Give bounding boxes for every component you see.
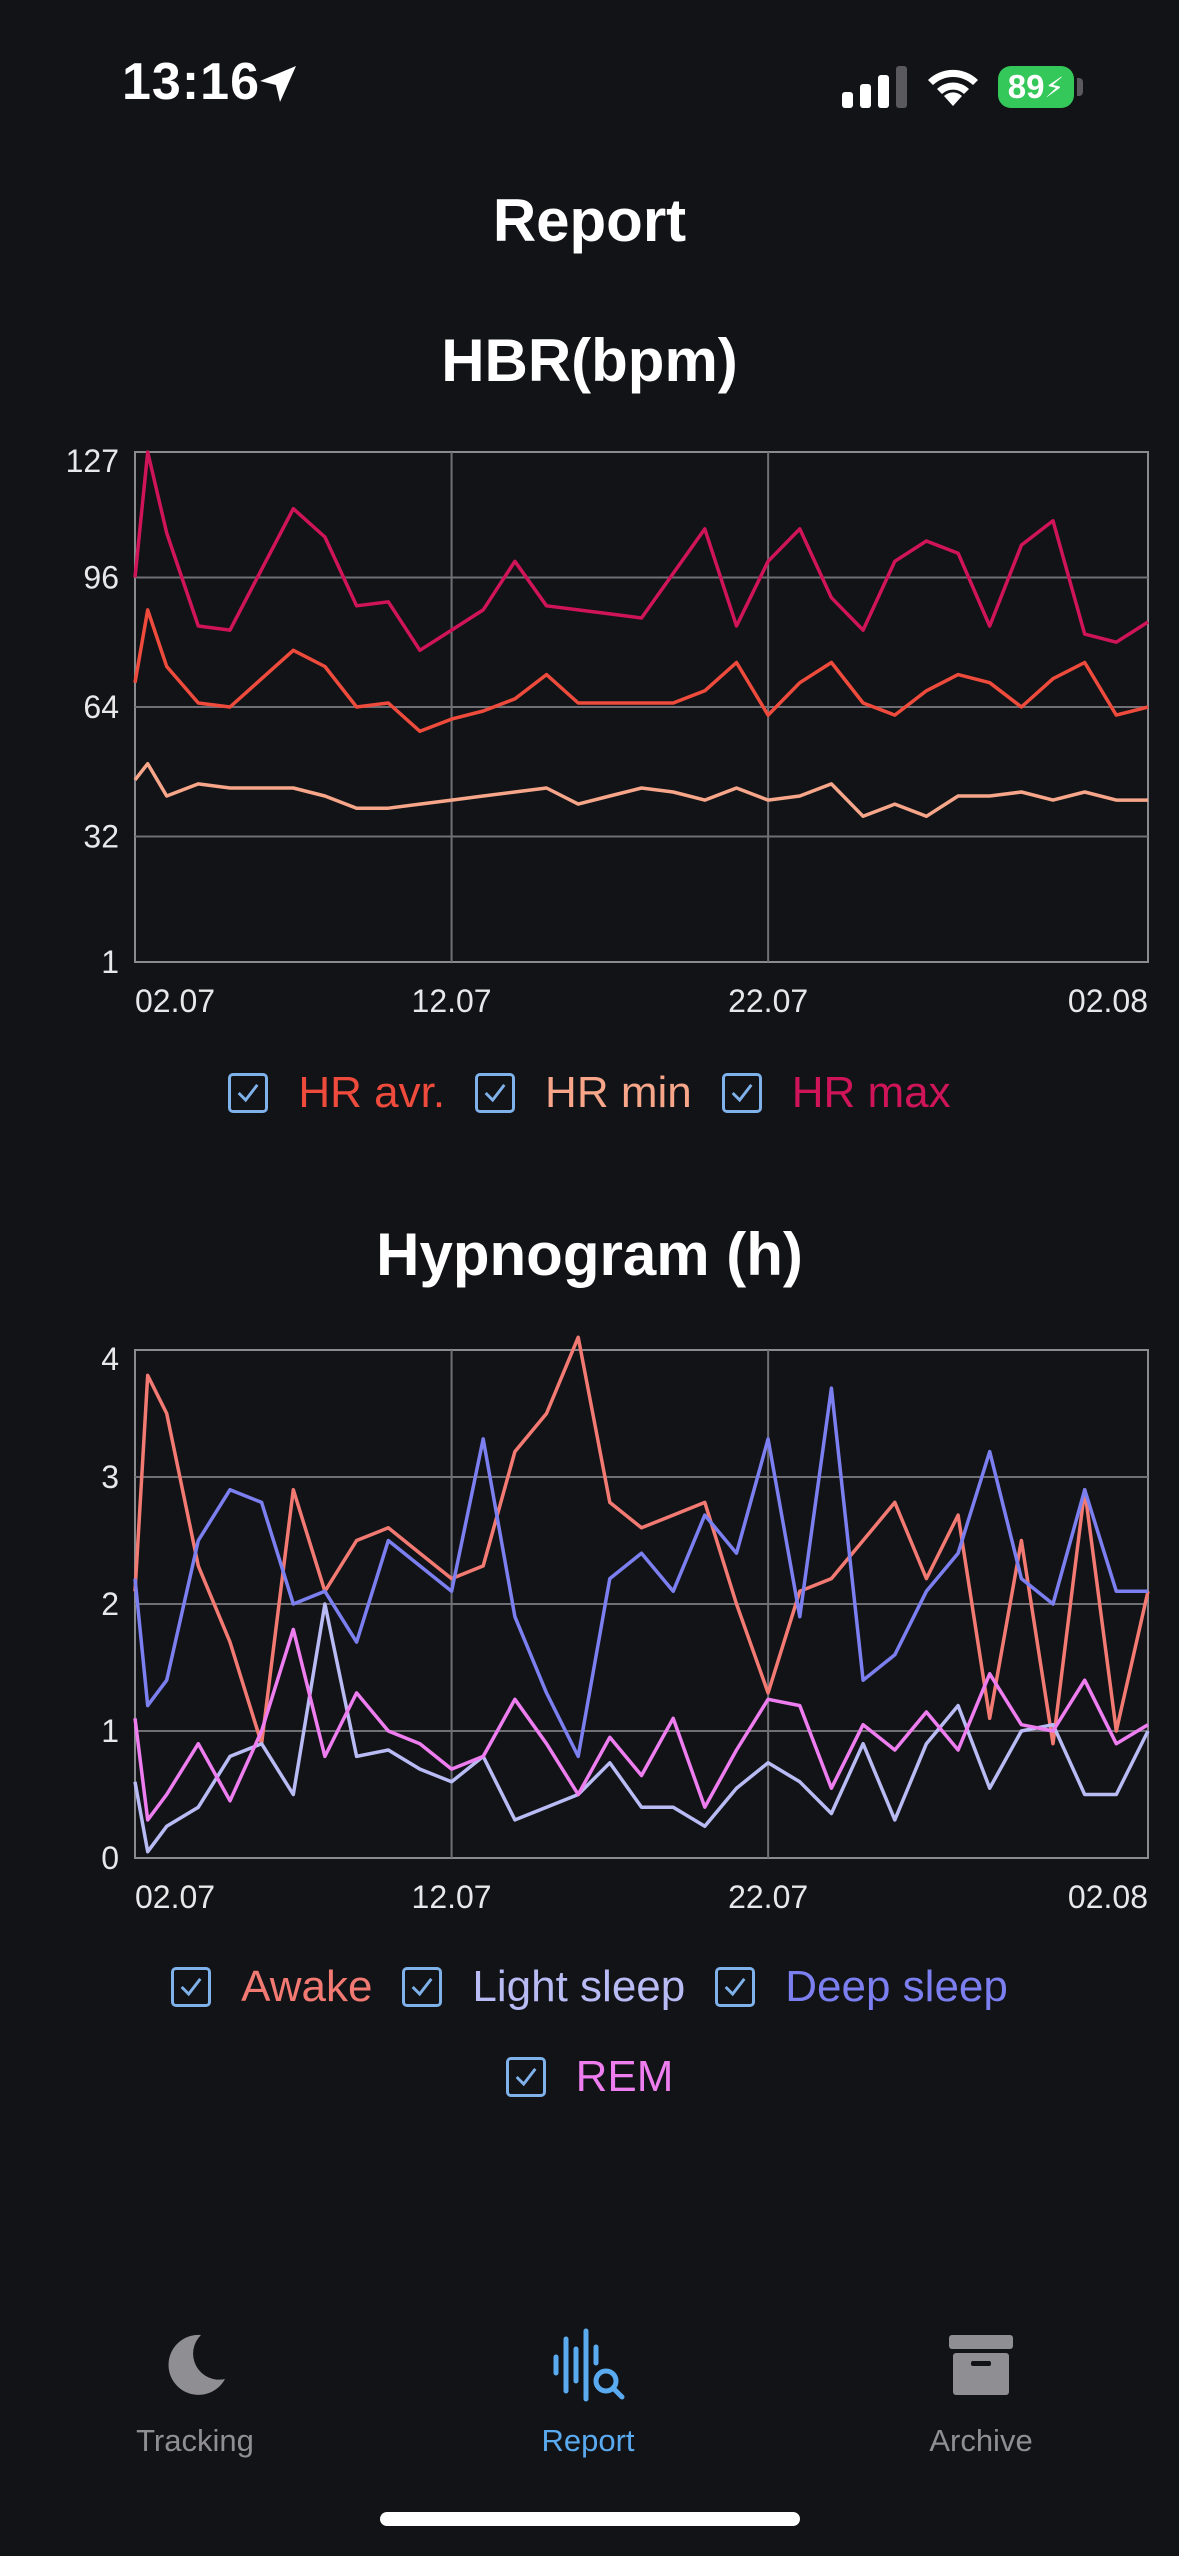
- legend-item-hr-avr[interactable]: HR avr.: [228, 1068, 445, 1118]
- status-bar: 13:16 89 ⚡: [0, 0, 1179, 150]
- tab-archive-label: Archive: [929, 2423, 1033, 2458]
- hr-chart: 127 96 64 32 1 02.07 12.07 22.07 02.08: [66, 443, 1149, 1019]
- legend-label-deep-sleep: Deep sleep: [785, 1962, 1008, 2011]
- legend-label-hr-min: HR min: [545, 1068, 692, 1117]
- hr-series-line-hr-max: [133, 450, 1149, 653]
- waveform-search-icon: [553, 2328, 625, 2402]
- wifi-icon: [928, 69, 978, 106]
- charging-bolt-icon: ⚡: [1044, 71, 1065, 103]
- hr-x-tick-label: 12.07: [412, 983, 492, 1019]
- hypnogram-chart: 4 3 2 1 0 02.07 12.07 22.07 02.08: [101, 1335, 1150, 1915]
- checkbox-hr-avr[interactable]: [228, 1073, 269, 1113]
- tab-report[interactable]: Report: [458, 2325, 718, 2505]
- home-indicator: [380, 2512, 800, 2526]
- checkmark-icon: [484, 1083, 506, 1103]
- legend-label-light-sleep: Light sleep: [472, 1962, 686, 2011]
- checkbox-rem[interactable]: [505, 2057, 546, 2097]
- hypnogram-x-tick-label: 02.07: [135, 1879, 215, 1915]
- hypnogram-y-tick-label: 0: [101, 1840, 119, 1876]
- hypnogram-x-tick-label: 02.08: [1068, 1879, 1148, 1915]
- checkmark-icon: [724, 1977, 746, 1997]
- hypnogram-legend: Awake Light sleep Deep sleep REM: [0, 1962, 1179, 2102]
- hr-legend: HR avr. HR min HR max: [0, 1068, 1179, 1118]
- legend-item-awake[interactable]: Awake: [171, 1962, 372, 2012]
- hypnogram-series-line-awake: [133, 1335, 1150, 1746]
- tab-bar: Tracking Report Ar: [0, 2310, 1179, 2510]
- hypnogram-y-tick-label: 1: [101, 1713, 119, 1749]
- hr-x-tick-label: 02.07: [135, 983, 215, 1019]
- legend-item-light-sleep[interactable]: Light sleep: [402, 1962, 685, 2012]
- cellular-signal-icon: [842, 66, 907, 108]
- legend-label-hr-avr: HR avr.: [298, 1068, 446, 1117]
- legend-item-hr-max[interactable]: HR max: [721, 1068, 951, 1118]
- battery-cap: [1077, 78, 1083, 96]
- checkbox-hr-max[interactable]: [721, 1073, 762, 1113]
- status-time: 13:16: [122, 53, 260, 111]
- hr-series-line-hr-avr-: [133, 608, 1149, 734]
- legend-item-deep-sleep[interactable]: Deep sleep: [715, 1962, 1008, 2012]
- tab-archive[interactable]: Archive: [851, 2325, 1111, 2505]
- hypnogram-chart-title: Hypnogram (h): [376, 1221, 803, 1288]
- hr-y-tick-label: 32: [83, 819, 119, 855]
- page-title: Report: [492, 187, 687, 254]
- hypnogram-x-tick-label: 12.07: [412, 1879, 492, 1915]
- checkbox-awake[interactable]: [171, 1967, 212, 2007]
- hr-y-tick-label: 96: [83, 559, 119, 595]
- hr-y-tick-label: 1: [101, 944, 119, 980]
- battery-indicator: 89 ⚡: [998, 66, 1074, 108]
- archive-box-icon: [949, 2335, 1013, 2395]
- legend-item-rem[interactable]: REM: [505, 2052, 674, 2102]
- hr-y-tick-label: 127: [66, 443, 119, 479]
- hr-y-tick-label: 64: [83, 689, 119, 725]
- hypnogram-y-tick-label: 3: [101, 1459, 119, 1495]
- hypnogram-series-line-light-sleep: [133, 1602, 1150, 1854]
- legend-label-rem: REM: [575, 2052, 674, 2101]
- hr-x-tick-label: 22.07: [728, 983, 808, 1019]
- location-arrow-icon: [260, 66, 296, 102]
- legend-label-awake: Awake: [241, 1962, 373, 2011]
- legend-label-hr-max: HR max: [791, 1068, 951, 1117]
- hypnogram-y-tick-label: 4: [101, 1341, 119, 1377]
- tab-report-label: Report: [541, 2423, 635, 2458]
- checkmark-icon: [237, 1083, 259, 1103]
- hypnogram-series-line-deep-sleep: [133, 1386, 1148, 1759]
- hypnogram-x-tick-label: 22.07: [728, 1879, 808, 1915]
- checkbox-deep-sleep[interactable]: [715, 1967, 756, 2007]
- hypnogram-series-line-rem: [133, 1627, 1149, 1822]
- checkbox-light-sleep[interactable]: [402, 1967, 443, 2007]
- checkmark-icon: [180, 1977, 202, 1997]
- legend-item-hr-min[interactable]: HR min: [475, 1068, 692, 1118]
- checkmark-icon: [412, 1977, 433, 1997]
- tab-tracking-label: Tracking: [136, 2423, 254, 2458]
- hr-series-line-hr-min: [133, 761, 1148, 819]
- hr-x-tick-label: 02.08: [1068, 983, 1148, 1019]
- hr-chart-title: HBR(bpm): [441, 327, 738, 394]
- battery-level: 89: [1007, 68, 1045, 105]
- checkmark-icon: [731, 1083, 753, 1103]
- checkbox-hr-min[interactable]: [475, 1073, 516, 1113]
- checkmark-icon: [515, 2067, 537, 2087]
- tab-tracking[interactable]: Tracking: [65, 2325, 325, 2505]
- hypnogram-y-tick-label: 2: [101, 1586, 119, 1622]
- moon-icon: [168, 2334, 225, 2395]
